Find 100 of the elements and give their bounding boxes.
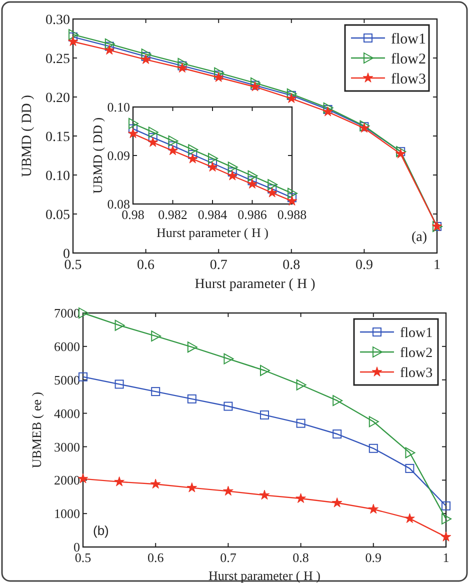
point (208, 152, 218, 164)
point (323, 102, 334, 114)
x-tick-label: 0.988 (277, 207, 307, 222)
y-tick-label: 0.10 (107, 100, 130, 115)
x-tick-label: 0.982 (158, 207, 188, 222)
point (140, 54, 151, 64)
point (368, 504, 379, 514)
point (442, 513, 452, 524)
annotation: (a) (411, 230, 428, 245)
x-tick-label: 0.7 (220, 550, 237, 565)
y-tick-label: 4000 (54, 406, 80, 421)
y-tick-label: 0.09 (107, 148, 130, 164)
point (442, 501, 450, 510)
x-axis-title: Hurst parameter ( H ) (156, 225, 268, 240)
point (266, 187, 278, 198)
x-tick-label: 0.8 (282, 258, 300, 273)
x-tick-label: 0.6 (147, 550, 164, 565)
point (151, 330, 162, 342)
y-tick-label: 1000 (54, 506, 80, 522)
x-tick-label: 1 (442, 550, 450, 565)
y-tick-label: 5000 (54, 372, 80, 388)
point (286, 93, 297, 103)
point (187, 153, 198, 164)
point (223, 486, 234, 496)
legend-label: flow2 (391, 51, 426, 68)
y-axis-title: UBMD ( DD ) (20, 94, 35, 178)
point (268, 179, 278, 190)
point (322, 106, 333, 116)
point (332, 430, 342, 439)
point (168, 145, 178, 156)
y-tick-label: 0.05 (46, 208, 70, 223)
y-tick-label: 0.08 (107, 196, 130, 212)
point (187, 394, 196, 404)
point (68, 29, 78, 40)
point (440, 532, 452, 542)
point (368, 416, 379, 428)
point (228, 162, 238, 173)
y-tick-label: 0.20 (46, 90, 70, 106)
point (150, 478, 161, 489)
y-tick-label: 6000 (54, 338, 80, 354)
y-tick-label: 0.15 (46, 130, 70, 145)
x-tick-label: 0.984 (198, 207, 228, 222)
point (148, 126, 158, 138)
point (288, 188, 298, 199)
point (78, 372, 88, 382)
y-tick-label: 0.30 (46, 12, 70, 28)
x-tick-label: 1 (434, 258, 440, 273)
y-axis-title: UBMD ( DD ) (90, 117, 105, 194)
point (405, 447, 416, 458)
point (224, 402, 233, 411)
point (207, 162, 218, 172)
point (188, 150, 198, 160)
legend-label: flow1 (391, 31, 426, 48)
point (296, 379, 306, 390)
annotation: (b) (93, 523, 109, 538)
y-tick-label: 2000 (54, 472, 80, 488)
point (128, 128, 138, 138)
x-tick-label: 0.7 (210, 258, 228, 273)
legend-label: flow2 (400, 346, 433, 361)
point (259, 490, 270, 500)
x-tick-label: 0.8 (292, 550, 309, 565)
point (368, 444, 378, 453)
point (128, 118, 138, 129)
y-tick-label: 0.25 (46, 52, 70, 67)
point (404, 513, 415, 524)
point (248, 176, 257, 186)
point (68, 36, 78, 46)
point (168, 135, 178, 146)
point (248, 170, 258, 182)
point (168, 141, 178, 150)
point (151, 387, 160, 396)
point (332, 395, 343, 406)
point (104, 44, 115, 55)
legend-label: flow1 (400, 326, 433, 341)
x-tick-label: 0.9 (365, 550, 382, 565)
point (250, 77, 260, 88)
point (186, 482, 198, 492)
y-tick-label: 3000 (54, 439, 80, 454)
point (114, 380, 124, 389)
point (148, 133, 158, 142)
point (78, 308, 88, 318)
point (104, 38, 115, 50)
point (114, 476, 124, 486)
point (227, 170, 238, 180)
point (296, 493, 306, 503)
point (286, 88, 297, 100)
point (214, 67, 224, 78)
x-tick-label: 0.6 (137, 258, 155, 273)
point (178, 61, 187, 70)
x-axis-title: Hurst parameter ( H ) (208, 568, 320, 583)
point (405, 464, 414, 473)
point (286, 196, 298, 206)
point (141, 48, 152, 60)
point (114, 320, 125, 331)
point (296, 418, 306, 428)
point (148, 136, 158, 147)
point (260, 410, 269, 420)
point (247, 178, 258, 189)
y-axis-title: UBMEB ( ee ) (29, 392, 44, 468)
x-tick-label: 0.9 (355, 258, 373, 273)
